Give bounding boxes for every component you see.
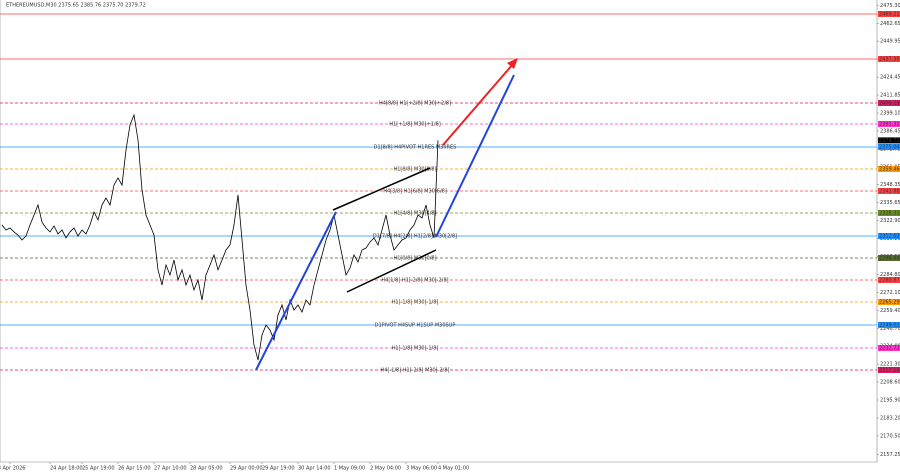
price-tag-label: 2280.87 (879, 277, 900, 283)
y-tick-label: 2348.35 (880, 182, 900, 188)
y-tick-label: 2411.85 (880, 93, 900, 99)
arrow-head (507, 58, 518, 69)
x-tick-label: 24 Apr 18:00 (50, 466, 83, 472)
price-tag-label: 2328.31 (879, 210, 900, 216)
price-tag-label: 2437.35 (879, 56, 900, 62)
level-label: D1[7/8] H4[2/8] H1[2/8] M30[2/8] (373, 234, 457, 240)
level-label: H4[1/8] H1[-2/8] M30[-2/8] (381, 277, 448, 283)
x-tick-label: 25 Apr 19:00 (82, 466, 115, 472)
y-tick-label: 2246.70 (880, 326, 900, 332)
channel-lower (346, 249, 437, 293)
price-tag (878, 298, 900, 305)
y-tick-label: 2335.65 (880, 200, 900, 206)
current-price-label: 2379.72 (879, 138, 900, 144)
level-label: H4[3/8] H1[6/8] M30[6/8] (383, 189, 447, 195)
price-tag-label: 2265.29 (879, 299, 900, 305)
y-tick-label: 2475.30 (880, 3, 900, 9)
y-tick-label: 2310.20 (880, 236, 900, 242)
price-tag (878, 344, 900, 351)
x-tick-label: 27 Apr 10:00 (154, 466, 187, 472)
x-tick-label: 28 Apr 05:00 (190, 466, 223, 472)
level-label: H1[+1/8] M30[+1/8] (389, 122, 441, 128)
price-tag (878, 188, 900, 195)
price-tag-label: 2359.46 (879, 167, 900, 173)
price-tag-label: 2343.88 (879, 189, 900, 195)
price-tag (878, 166, 900, 173)
price-tag-label: 2312.02 (879, 234, 900, 240)
price-tag (878, 276, 900, 283)
y-tick-label: 2195.90 (880, 397, 900, 403)
channel-upper (332, 167, 431, 211)
level-label: H1[8/8] M30[8/8] (393, 167, 436, 173)
price-tag (878, 233, 900, 240)
price-tag (878, 143, 900, 150)
price-tag (878, 321, 900, 328)
y-tick-label: 2221.30 (880, 362, 900, 368)
price-line (1, 113, 439, 361)
price-tag (878, 11, 900, 18)
trend-line (435, 74, 515, 238)
y-tick-label: 2259.40 (880, 308, 900, 314)
level-label: H1[-1/8] M30[-1/8] (392, 345, 439, 351)
price-tag-label: 2375.04 (879, 144, 900, 150)
x-tick-label: 30 Apr 14:00 (298, 466, 331, 472)
price-tag (878, 367, 900, 374)
y-tick-label: 2449.95 (880, 39, 900, 45)
x-tick-label: 29 Apr 00:00 (230, 466, 263, 472)
price-tag (878, 121, 900, 128)
level-label: H4[-1/8] H1[-2/8] M30[-2/8] (381, 368, 450, 374)
x-tick-label: 29 Apr 19:00 (262, 466, 295, 472)
level-label: D1[8/8] H4PIVOT H1RES M30RES (374, 144, 457, 150)
y-tick-label: 2170.50 (880, 433, 900, 439)
y-tick-label: 2183.20 (880, 415, 900, 421)
x-tick-label: 26 Apr 15:00 (118, 466, 151, 472)
y-tick-label: 2322.90 (880, 218, 900, 224)
level-label: H1[0/8] M30[0/8] (393, 256, 436, 262)
price-tag-label: 2406.19 (879, 101, 900, 107)
y-tick-label: 2284.80 (880, 272, 900, 278)
price-tag (878, 55, 900, 62)
y-tick-label: 2424.45 (880, 75, 900, 81)
level-label: H1[4/8] M30[4/8] (393, 210, 436, 216)
chart-title: ETHEREUMUSD,M30 2375.65 2385.76 2375.70 … (6, 3, 146, 9)
price-tag-label: 2217.14 (879, 368, 900, 374)
level-label: D1PIVOT H4SUP H1SUP M30SUP (375, 322, 456, 328)
current-price-tag (878, 137, 900, 144)
y-tick-label: 2208.60 (880, 380, 900, 386)
x-tick-label: 1 May 09:00 (334, 466, 365, 472)
price-tag-label: 2391.32 (879, 122, 900, 128)
y-tick-label: 2399.10 (880, 111, 900, 117)
y-tick-label: 2272.10 (880, 290, 900, 296)
trend-drawings (255, 58, 518, 371)
x-tick-label: 3 May 06:00 (406, 466, 437, 472)
price-tag-label: 2249.01 (879, 322, 900, 328)
level-label: H4[8/8] H1[+2/8] M30[+2/8] (379, 101, 451, 107)
level-label: H1[-1/8] M30[-1/8] (392, 299, 439, 305)
x-tick-label: 2 May 04:00 (370, 466, 401, 472)
price-tag-label: 2296.44 (879, 256, 900, 262)
y-tick-label: 2157.25 (880, 452, 900, 458)
price-tag-label: 2469.21 (879, 12, 900, 18)
x-tick-label: 4 May 01:00 (438, 466, 469, 472)
y-tick-label: 2462.65 (880, 21, 900, 27)
price-tag (878, 209, 900, 216)
y-tick-label: 2386.45 (880, 128, 900, 134)
forecast-arrow (442, 63, 514, 146)
price-tag (878, 100, 900, 107)
trend-line (255, 211, 337, 371)
price-tag-label: 2232.72 (879, 345, 900, 351)
x-tick-label: 23 Apr 2026 (0, 466, 25, 472)
price-tag (878, 255, 900, 262)
